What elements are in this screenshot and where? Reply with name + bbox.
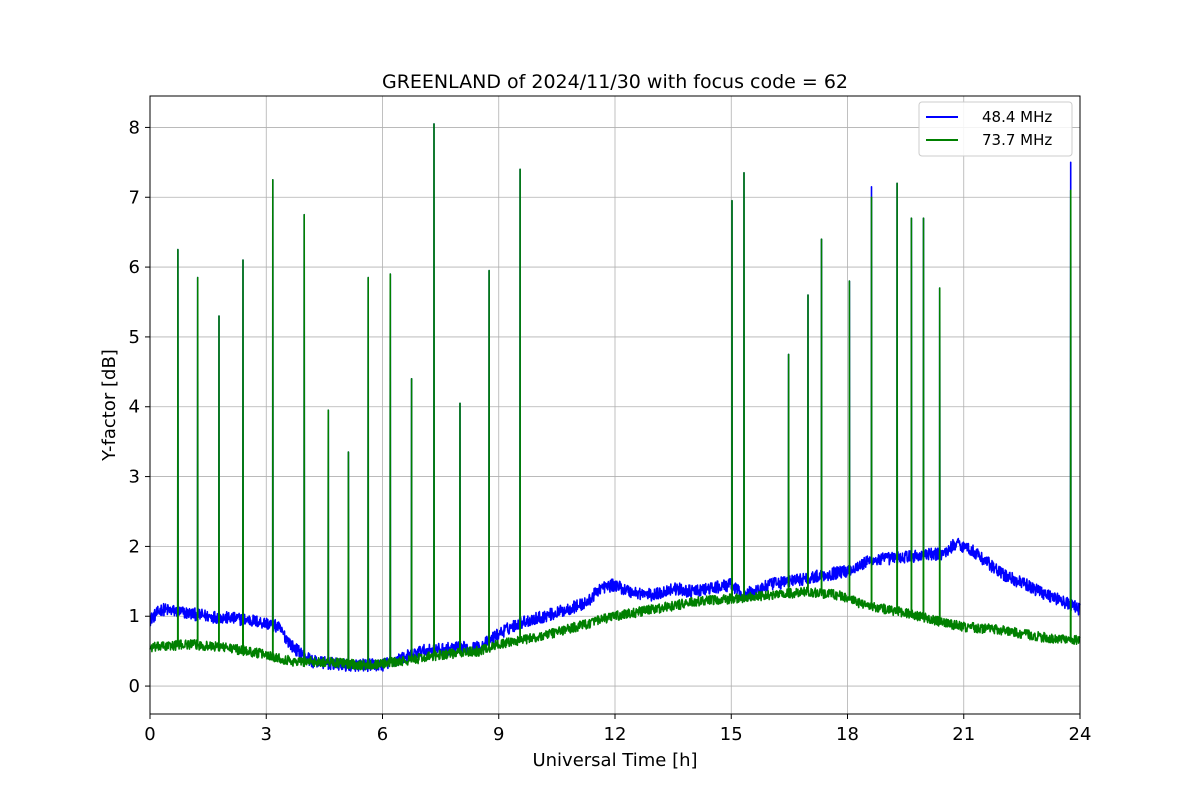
legend-box (918, 101, 1073, 157)
x-tick-label: 18 (836, 724, 859, 745)
y-tick-label: 1 (129, 606, 140, 627)
legend-label-73-7: 73.7 MHz (982, 131, 1052, 149)
x-tick-label: 24 (1069, 724, 1092, 745)
y-tick-label: 0 (129, 676, 140, 697)
y-tick-label: 3 (129, 467, 140, 488)
y-tick-label: 8 (129, 117, 140, 138)
x-tick-label: 21 (952, 724, 975, 745)
series-layer (149, 123, 1081, 673)
y-tick-label: 4 (129, 397, 140, 418)
x-axis-label: Universal Time [h] (532, 750, 697, 771)
chart-title: GREENLAND of 2024/11/30 with focus code … (382, 71, 848, 93)
legend-label-48-4: 48.4 MHz (982, 108, 1052, 126)
x-tick-label: 3 (261, 724, 272, 745)
x-tick-label: 0 (144, 724, 155, 745)
x-tick-label: 15 (720, 724, 743, 745)
x-tick-label: 9 (493, 724, 504, 745)
y-tick-label: 5 (129, 327, 140, 348)
y-tick-label: 2 (129, 536, 140, 557)
legend: 48.4 MHz 73.7 MHz (918, 101, 1073, 157)
series-line-73-7-mhz (149, 123, 1081, 671)
y-axis-label: Y-factor [dB] (99, 349, 120, 462)
y-tick-label: 7 (129, 187, 140, 208)
x-tick-label: 6 (377, 724, 388, 745)
x-tick-label: 12 (604, 724, 627, 745)
y-tick-label: 6 (129, 257, 140, 278)
